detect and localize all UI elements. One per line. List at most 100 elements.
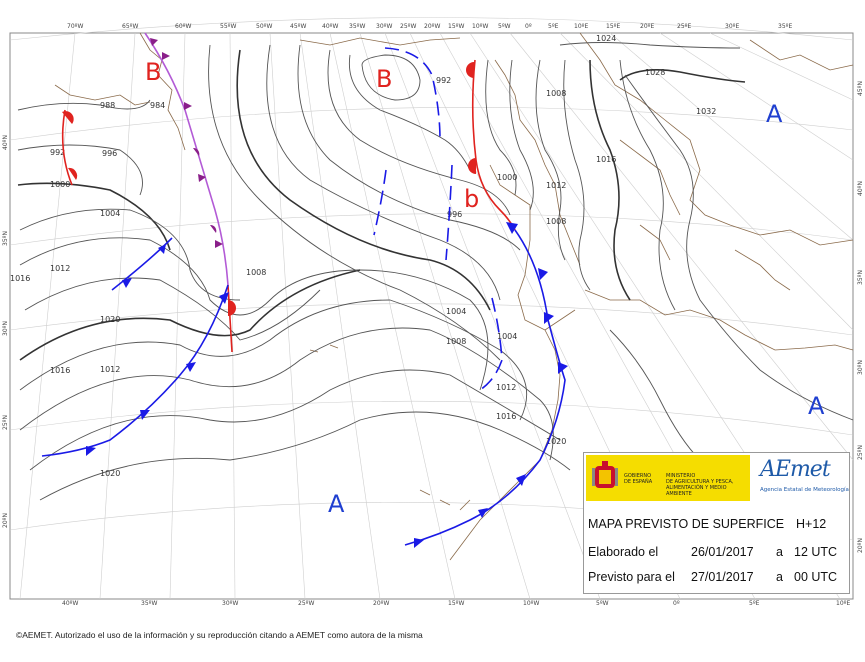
cold-front — [404, 229, 566, 546]
isobar-label: 1016 — [596, 155, 616, 164]
lon-label: 30ºW — [222, 600, 238, 607]
map-title: MAPA PREVISTO DE SUPERFICE — [588, 517, 785, 531]
isobar-label: 984 — [150, 101, 165, 110]
isobar-label: 1020 — [546, 437, 566, 446]
isobar-label: 1012 — [496, 383, 516, 392]
isobar-label: 1012 — [100, 365, 120, 374]
lon-label: 25ºE — [677, 23, 691, 30]
lon-label: 30ºW — [376, 23, 392, 30]
lat-label: 45ºN — [857, 81, 864, 96]
lat-label: 25ºN — [857, 445, 864, 460]
cold-front-symbols — [86, 292, 229, 456]
lon-label: 70ºW — [67, 23, 83, 30]
warm-front-symbol — [466, 62, 474, 78]
lon-label: 15ºW — [448, 23, 464, 30]
isobars — [17, 42, 854, 501]
valid-label: Previsto para el — [588, 570, 675, 584]
lat-label: 20ºN — [857, 538, 864, 553]
isobar-label: 992 — [50, 148, 65, 157]
issued-label: Elaborado el — [588, 545, 659, 559]
isobar-label: 1016 — [10, 274, 30, 283]
lon-label: 15ºE — [606, 23, 620, 30]
lon-label: 50ºW — [256, 23, 272, 30]
cold-front — [111, 237, 173, 291]
low-pressure-center: B — [376, 65, 392, 93]
lon-label: 45ºW — [290, 23, 306, 30]
isobar-label: 996 — [447, 210, 462, 219]
lon-label: 55ºW — [220, 23, 236, 30]
isobar-label: 1028 — [645, 68, 665, 77]
lat-label: 40ºN — [2, 135, 9, 150]
high-pressure-center: A — [328, 490, 345, 518]
isobar-label: 1016 — [50, 366, 70, 375]
isobar-label: 1020 — [100, 469, 120, 478]
isobar-label: 1024 — [596, 34, 616, 43]
warm-front-symbol — [228, 300, 236, 316]
lon-label: 15ºW — [448, 600, 464, 607]
warm-front — [61, 109, 73, 186]
cold-front — [41, 284, 229, 457]
lon-label: 10ºW — [472, 23, 488, 30]
issued-row: Elaborado el 26/01/2017 a 12 UTC — [588, 545, 837, 559]
isobar-label: 1012 — [546, 181, 566, 190]
lat-label: 35ºN — [2, 231, 9, 246]
isobar-label: 1000 — [497, 173, 517, 182]
isobar-label: 992 — [436, 76, 451, 85]
warm-front-symbol — [62, 111, 74, 124]
lon-label: 35ºW — [349, 23, 365, 30]
copyright-notice: ©AEMET. Autorizado el uso de la informac… — [16, 630, 423, 640]
government-text: GOBIERNO DE ESPAÑA — [624, 473, 653, 485]
lon-label: 40ºW — [322, 23, 338, 30]
latitude-labels-right: 45ºN 40ºN 35ºN 30ºN 25ºN 20ºN — [857, 81, 864, 553]
lon-label: 10ºE — [836, 600, 850, 607]
troughs — [373, 47, 503, 391]
lon-label: 10ºW — [523, 600, 539, 607]
longitude-labels-top: 70ºW 65ºW 60ºW 55ºW 50ºW 45ºW 40ºW 35ºW … — [67, 23, 792, 30]
forecast-horizon: H+12 — [796, 517, 827, 531]
government-logo: GOBIERNO DE ESPAÑA MINISTERIO DE AGRICUL… — [586, 455, 750, 501]
lon-label: 30ºE — [725, 23, 739, 30]
cold-front-symbols — [122, 244, 166, 288]
valid-time: 00 UTC — [794, 570, 838, 584]
low-pressure-center: b — [464, 185, 479, 213]
isobar-label: 1008 — [546, 89, 566, 98]
issued-time: 12 UTC — [794, 545, 838, 559]
isobar-label: 1004 — [446, 307, 466, 316]
isobar-label: 988 — [100, 101, 115, 110]
lon-label: 25ºW — [400, 23, 416, 30]
isobar-label: 996 — [102, 149, 117, 158]
occluded-front-symbols — [150, 38, 223, 248]
lon-label: 35ºW — [141, 600, 157, 607]
lon-label: 0º — [525, 23, 532, 30]
warm-front-symbol — [468, 158, 476, 174]
lat-label: 35ºN — [857, 270, 864, 285]
isobar-label: 1012 — [50, 264, 70, 273]
lon-label: 25ºW — [298, 600, 314, 607]
lon-label: 35ºE — [778, 23, 792, 30]
lat-label: 30ºN — [857, 360, 864, 375]
isobar-label: 1008 — [446, 337, 466, 346]
lon-label: 40ºW — [62, 600, 78, 607]
aemet-logo: AEmet Agencia Estatal de Meteorología — [756, 457, 849, 501]
lon-label: 60ºW — [175, 23, 191, 30]
lat-label: 20ºN — [2, 513, 9, 528]
longitude-labels-bottom: 40ºW 35ºW 30ºW 25ºW 20ºW 15ºW 10ºW 5ºW 0… — [62, 600, 850, 607]
valid-date: 27/01/2017 — [691, 570, 754, 584]
aemet-wordmark: AEmet — [760, 457, 831, 482]
coat-of-arms-icon — [592, 461, 618, 488]
lon-label: 0º — [673, 600, 680, 607]
ministry-text: MINISTERIO DE AGRICULTURA Y PESCA, ALIME… — [666, 473, 734, 497]
issued-date: 26/01/2017 — [691, 545, 754, 559]
fronts — [41, 32, 568, 548]
graticule — [9, 17, 854, 600]
lat-label: 40ºN — [857, 181, 864, 196]
lat-label: 25ºN — [2, 415, 9, 430]
isobar-label: 1000 — [50, 180, 70, 189]
isobar-label: 1020 — [100, 315, 120, 324]
lon-label: 5ºW — [498, 23, 511, 30]
lon-label: 65ºW — [122, 23, 138, 30]
low-pressure-center: B — [145, 58, 161, 86]
aemet-subtitle: Agencia Estatal de Meteorología — [760, 487, 849, 493]
warm-front — [227, 284, 233, 353]
